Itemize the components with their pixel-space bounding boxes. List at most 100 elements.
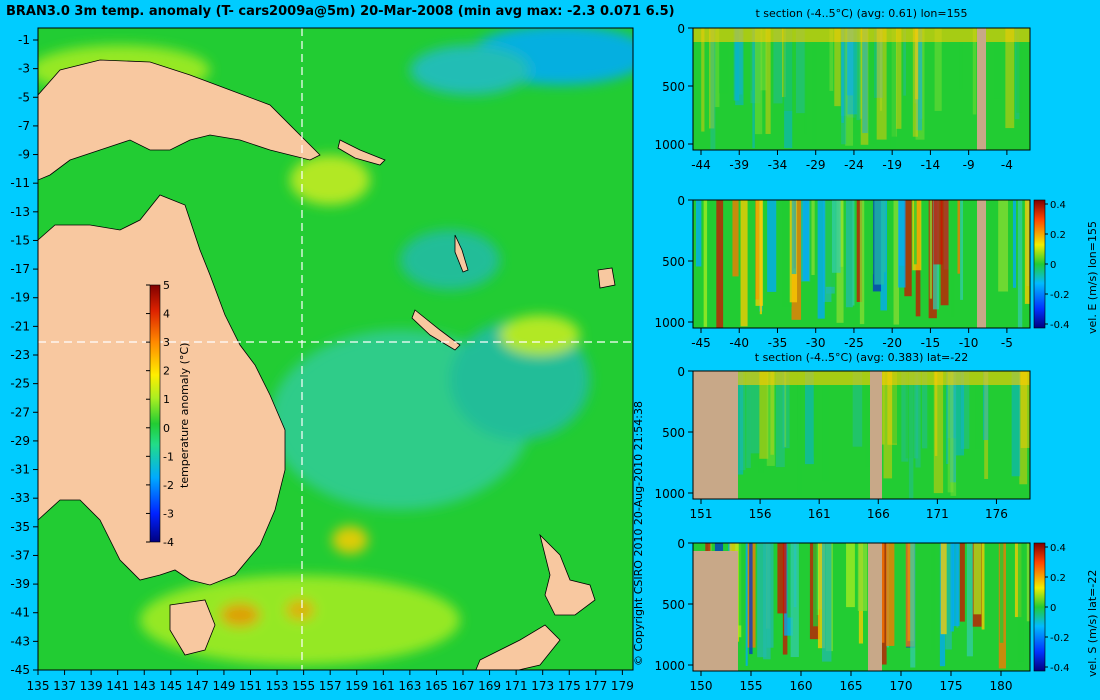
map-x-tick-label: 153	[266, 679, 289, 693]
section-x-tick-label: -29	[806, 158, 826, 172]
map-x-tick-label: 167	[452, 679, 475, 693]
map-x-tick-label: 171	[505, 679, 528, 693]
map-y-tick-label: -11	[10, 176, 30, 190]
map-y-tick-label: -19	[10, 291, 30, 305]
section-x-tick-label: 160	[790, 679, 813, 693]
map-x-tick-label: 175	[558, 679, 581, 693]
map-x-tick-label: 163	[398, 679, 421, 693]
section-x-tick-label: -30	[806, 336, 826, 350]
section-y-tick-label: 500	[662, 426, 685, 440]
section-y-tick-label: 0	[677, 365, 685, 379]
new-guinea	[38, 59, 321, 181]
map-x-tick-label: 149	[212, 679, 235, 693]
australia	[38, 194, 286, 586]
section-x-tick-label: -24	[844, 158, 864, 172]
map-y-tick-label: -31	[10, 463, 30, 477]
section-y-tick-label: 500	[662, 255, 685, 269]
map-y-tick-label: -23	[10, 348, 30, 362]
section-x-tick-label: 170	[890, 679, 913, 693]
section-panel-v-lat: 150 155 160 165 170 175 180 0 500 1000 0.4 0.2 0 -0.2…	[654, 537, 1069, 693]
map-y-tick-label: -5	[18, 90, 30, 104]
map-x-tick-label: 165	[425, 679, 448, 693]
map-x-tick-label: 179	[611, 679, 634, 693]
map-x-tick-label: 177	[584, 679, 607, 693]
map-y-tick-label: -7	[18, 119, 30, 133]
section-colorbar-tick-label: -0.4	[1050, 320, 1070, 331]
section-y-tick-label: 0	[677, 22, 685, 36]
map-y-tick-label: -13	[10, 205, 30, 219]
section-x-tick-label: 180	[990, 679, 1013, 693]
section-colorbar-tick-label: 0.4	[1050, 200, 1066, 211]
section-colorbar-tick-label: 0.2	[1050, 230, 1066, 241]
section-x-tick-label: 150	[690, 679, 713, 693]
map-x-tick-label: 143	[133, 679, 156, 693]
map-x-tick-label: 137	[53, 679, 76, 693]
map-colorbar-tick-label: 2	[163, 365, 170, 378]
map-colorbar-label: temperature anomaly (°C)	[178, 342, 191, 488]
section-field	[693, 543, 1030, 671]
section-colorbar-tick-label: 0	[1050, 603, 1056, 614]
section-x-tick-label: -45	[691, 336, 711, 350]
section-colorbar-tick-label: -0.2	[1050, 290, 1070, 301]
panel-colorbar-label-v: vel. S (m/s) lat=-22	[1086, 569, 1099, 677]
section-colorbar-tick-label: -0.4	[1050, 663, 1070, 674]
section-panel-t-lon: t section (-4..5°C) (avg: 0.61) lon=155 -…	[654, 7, 1031, 172]
section-panel-t-lat: t section (-4..5°C) (avg: 0.383) lat=-22…	[654, 351, 1031, 521]
map-colorbar-tick-label: -3	[163, 507, 174, 520]
map-y-tick-label: -9	[18, 148, 30, 162]
section-y-tick-label: 0	[677, 537, 685, 551]
map-x-tick-label: 135	[27, 679, 50, 693]
map-x-axis: 135 137 139 141 143 145 147 149 151 153 155 157 159 1…	[27, 670, 634, 693]
new-zealand-north	[539, 533, 596, 616]
section-x-tick-label: 176	[985, 507, 1008, 521]
map-colorbar: 5 4 3 2 1 0 -1 -2 -3 -4	[146, 279, 174, 549]
map-y-tick-label: -21	[10, 319, 30, 333]
vanuatu	[454, 234, 469, 273]
section-y-tick-label: 1000	[654, 487, 685, 501]
section-y-tick-label: 500	[662, 80, 685, 94]
section-x-tick-label: 161	[808, 507, 831, 521]
section-colorbar-tick-label: 0.2	[1050, 573, 1066, 584]
section-y-tick-label: 500	[662, 598, 685, 612]
land	[38, 59, 616, 670]
new-caledonia	[411, 309, 461, 351]
section-field	[693, 200, 1030, 328]
section-x-tick-label: -4	[1001, 158, 1013, 172]
panel-colorbar-label-u: vel. E (m/s) lon=155	[1086, 221, 1099, 334]
section-x-tick-label: 151	[690, 507, 713, 521]
section-x-tick-label: -14	[921, 158, 941, 172]
section-colorbar	[1033, 542, 1046, 672]
map-colorbar-tick-label: 3	[163, 336, 170, 349]
section-colorbar-tick-label: -0.2	[1050, 633, 1070, 644]
section-title: t section (-4..5°C) (avg: 0.383) lat=-22	[755, 351, 968, 364]
section-x-tick-label: -20	[882, 336, 902, 350]
section-x-tick-label: -5	[1001, 336, 1013, 350]
section-x-tick-label: 155	[740, 679, 763, 693]
map-y-tick-label: -39	[10, 577, 30, 591]
section-x-tick-label: -35	[768, 336, 788, 350]
map-colorbar-tick-label: 5	[163, 279, 170, 292]
map-x-tick-label: 157	[319, 679, 342, 693]
section-colorbar-tick-label: 0.4	[1050, 543, 1066, 554]
map-y-tick-label: -37	[10, 548, 30, 562]
map-x-tick-label: 141	[106, 679, 129, 693]
section-x-tick-label: -44	[691, 158, 711, 172]
map-colorbar-tick-label: -1	[163, 450, 174, 463]
map-y-tick-label: -27	[10, 405, 30, 419]
map-x-tick-label: 139	[80, 679, 103, 693]
section-x-tick-label: 175	[940, 679, 963, 693]
map-y-tick-label: -3	[18, 62, 30, 76]
map-y-axis: -1 -3 -5 -7 -9 -11 -13 -15 -17 -19 -21 -23 -25 -27 -29…	[10, 33, 38, 677]
map-y-tick-label: -25	[10, 377, 30, 391]
section-x-tick-label: -34	[768, 158, 788, 172]
section-y-tick-label: 1000	[654, 659, 685, 673]
new-zealand-south	[475, 624, 561, 670]
map-y-tick-label: -45	[10, 663, 30, 677]
map-y-tick-label: -43	[10, 634, 30, 648]
map-x-tick-label: 161	[372, 679, 395, 693]
section-colorbar-tick-label: 0	[1050, 260, 1056, 271]
section-x-tick-label: -39	[729, 158, 749, 172]
section-y-tick-label: 0	[677, 194, 685, 208]
section-title: t section (-4..5°C) (avg: 0.61) lon=155	[755, 7, 967, 20]
fiji	[597, 267, 616, 289]
